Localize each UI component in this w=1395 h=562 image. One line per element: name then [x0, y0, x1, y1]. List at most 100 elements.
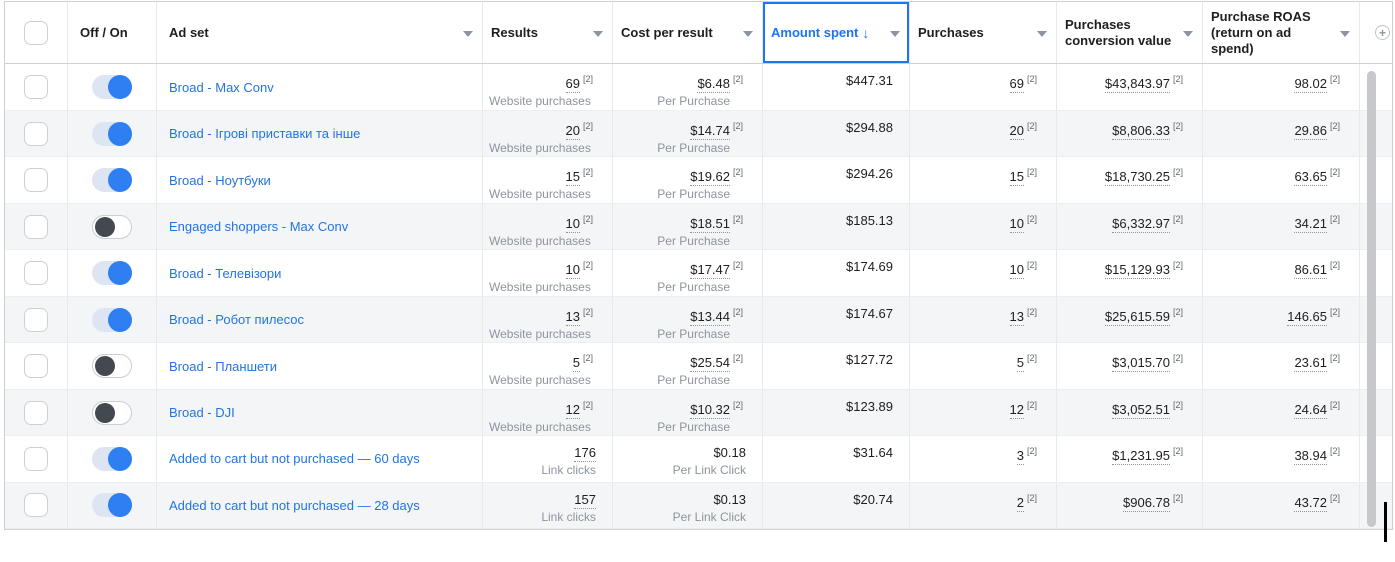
sort-caret-icon[interactable] — [463, 30, 473, 37]
row-checkbox-cell — [5, 296, 68, 343]
purchases-value: 2 — [1016, 494, 1024, 512]
extra-cell — [1360, 250, 1392, 296]
footnote-ref: [2] — [583, 167, 594, 177]
ad-set-toggle[interactable] — [92, 354, 132, 379]
results-sublabel: Website purchases — [489, 94, 591, 109]
results-cell: 20 [2] Website purchases — [483, 110, 613, 157]
cost-per-result-sublabel: Per Purchase — [657, 140, 730, 155]
vertical-scrollbar[interactable] — [1367, 71, 1376, 527]
footnote-ref: [2] — [583, 306, 594, 317]
row-checkbox[interactable] — [24, 400, 48, 425]
column-header-purchases[interactable]: Purchases — [910, 2, 1057, 63]
amount-spent-value: $31.64 — [853, 445, 893, 460]
roas-value: 98.02 — [1294, 76, 1327, 94]
cost-per-result-value: $10.32 — [690, 401, 730, 419]
results-value: 176 — [574, 445, 596, 462]
add-column-icon[interactable]: + — [1375, 25, 1390, 40]
row-checkbox[interactable] — [24, 493, 48, 518]
cost-per-result-sublabel: Per Purchase — [657, 419, 730, 434]
row-checkbox-cell — [5, 436, 68, 482]
row-toggle-cell — [68, 436, 157, 482]
column-header-amount-spent[interactable]: Amount spent ↓ — [763, 2, 910, 63]
ad-set-name-cell: Broad - Ноутбуки — [157, 157, 483, 204]
cost-per-result-value: $19.62 — [690, 169, 730, 187]
row-toggle-cell — [68, 482, 157, 528]
column-header-cost-per-result[interactable]: Cost per result — [613, 2, 763, 63]
amount-spent-value: $294.88 — [846, 119, 893, 135]
select-all-checkbox[interactable] — [24, 20, 48, 45]
sort-caret-icon[interactable] — [743, 30, 753, 37]
purchases-value: 5 — [1016, 355, 1024, 373]
sort-caret-icon[interactable] — [1183, 30, 1193, 37]
row-checkbox[interactable] — [24, 121, 48, 146]
row-toggle-cell — [68, 110, 157, 157]
ad-set-name-link[interactable]: Broad - Ігрові приставки та інше — [169, 126, 361, 142]
ad-set-toggle[interactable] — [92, 168, 132, 193]
ad-set-toggle[interactable] — [92, 214, 132, 239]
footnote-ref: [2] — [583, 74, 594, 84]
extra-cell — [1360, 483, 1392, 529]
roas-cell: 146.65 [2] — [1203, 296, 1360, 343]
toggle-knob — [108, 121, 132, 146]
footnote-ref: [2] — [733, 74, 744, 84]
cost-per-result-cell: $25.54 [2] Per Purchase — [613, 343, 763, 390]
row-checkbox[interactable] — [24, 168, 48, 193]
results-label: Results — [491, 24, 538, 40]
cost-per-result-value: $18.51 — [690, 215, 730, 233]
ad-set-name-link[interactable]: Broad - Планшети — [169, 358, 278, 374]
row-checkbox[interactable] — [24, 446, 48, 471]
conversion-value-value: $906.78 — [1123, 494, 1170, 512]
cost-per-result-cell: $0.13 Per Link Click — [613, 482, 763, 528]
sort-caret-icon[interactable] — [1037, 30, 1047, 37]
row-checkbox-cell — [5, 482, 68, 528]
extra-cell — [1360, 436, 1392, 482]
ad-set-toggle[interactable] — [92, 121, 132, 146]
ad-set-name-link[interactable]: Added to cart but not purchased — 28 day… — [169, 497, 420, 513]
column-header-purchases-conversion-value[interactable]: Purchases conversion value — [1057, 2, 1203, 63]
conversion-value-cell: $6,332.97 [2] — [1057, 203, 1203, 250]
cost-per-result-cell: $13.44 [2] Per Purchase — [613, 296, 763, 343]
table-row: Broad - Планшети 5 [2] Website purchases … — [5, 343, 1392, 390]
row-checkbox[interactable] — [24, 307, 48, 332]
ad-set-name-link[interactable]: Broad - DJI — [169, 405, 235, 421]
ad-set-name-link[interactable]: Broad - Телевізори — [169, 265, 282, 281]
column-header-results[interactable]: Results — [483, 2, 613, 63]
ad-set-toggle[interactable] — [92, 446, 132, 471]
ad-set-name-cell: Added to cart but not purchased — 28 day… — [157, 482, 483, 528]
ad-set-name-link[interactable]: Broad - Робот пилесос — [169, 312, 305, 328]
sort-caret-icon[interactable] — [890, 30, 900, 37]
roas-cell: 34.21 [2] — [1203, 203, 1360, 250]
row-checkbox[interactable] — [24, 75, 48, 100]
conversion-value-cell: $15,129.93 [2] — [1057, 250, 1203, 297]
row-checkbox[interactable] — [24, 214, 48, 239]
footnote-ref: [2] — [1173, 74, 1184, 84]
sort-caret-icon[interactable] — [593, 30, 603, 37]
conversion-value-cell: $3,015.70 [2] — [1057, 343, 1203, 390]
cost-per-result-cell: $17.47 [2] Per Purchase — [613, 250, 763, 297]
ad-set-toggle[interactable] — [92, 307, 132, 332]
purchases-cell: 10 [2] — [910, 250, 1057, 297]
ad-set-name-link[interactable]: Broad - Max Conv — [169, 79, 274, 95]
ad-set-name-link[interactable]: Added to cart but not purchased — 60 day… — [169, 451, 420, 467]
extra-cell — [1360, 204, 1392, 250]
amount-spent-cell: $31.64 — [763, 436, 910, 482]
ad-set-label: Ad set — [169, 24, 209, 40]
ad-set-toggle[interactable] — [92, 400, 132, 425]
ad-set-toggle[interactable] — [92, 75, 132, 100]
header-checkbox-cell — [5, 2, 68, 63]
ad-set-toggle[interactable] — [92, 261, 132, 286]
purchases-value: 10 — [1009, 262, 1024, 280]
ad-set-name-link[interactable]: Engaged shoppers - Max Conv — [169, 219, 349, 235]
roas-value: 34.21 — [1294, 215, 1327, 233]
ad-set-toggle[interactable] — [92, 493, 132, 518]
sort-caret-icon[interactable] — [1340, 30, 1350, 37]
amount-spent-cell: $123.89 — [763, 389, 910, 436]
row-checkbox[interactable] — [24, 354, 48, 379]
column-header-purchase-roas[interactable]: Purchase ROAS (return on ad spend) — [1203, 2, 1360, 63]
ad-set-name-link[interactable]: Broad - Ноутбуки — [169, 172, 271, 188]
footnote-ref: [2] — [1027, 213, 1038, 224]
results-value: 20 — [565, 122, 580, 140]
column-header-ad-set[interactable]: Ad set — [157, 2, 483, 63]
row-checkbox[interactable] — [24, 261, 48, 286]
ad-set-name-cell: Broad - Телевізори — [157, 250, 483, 297]
